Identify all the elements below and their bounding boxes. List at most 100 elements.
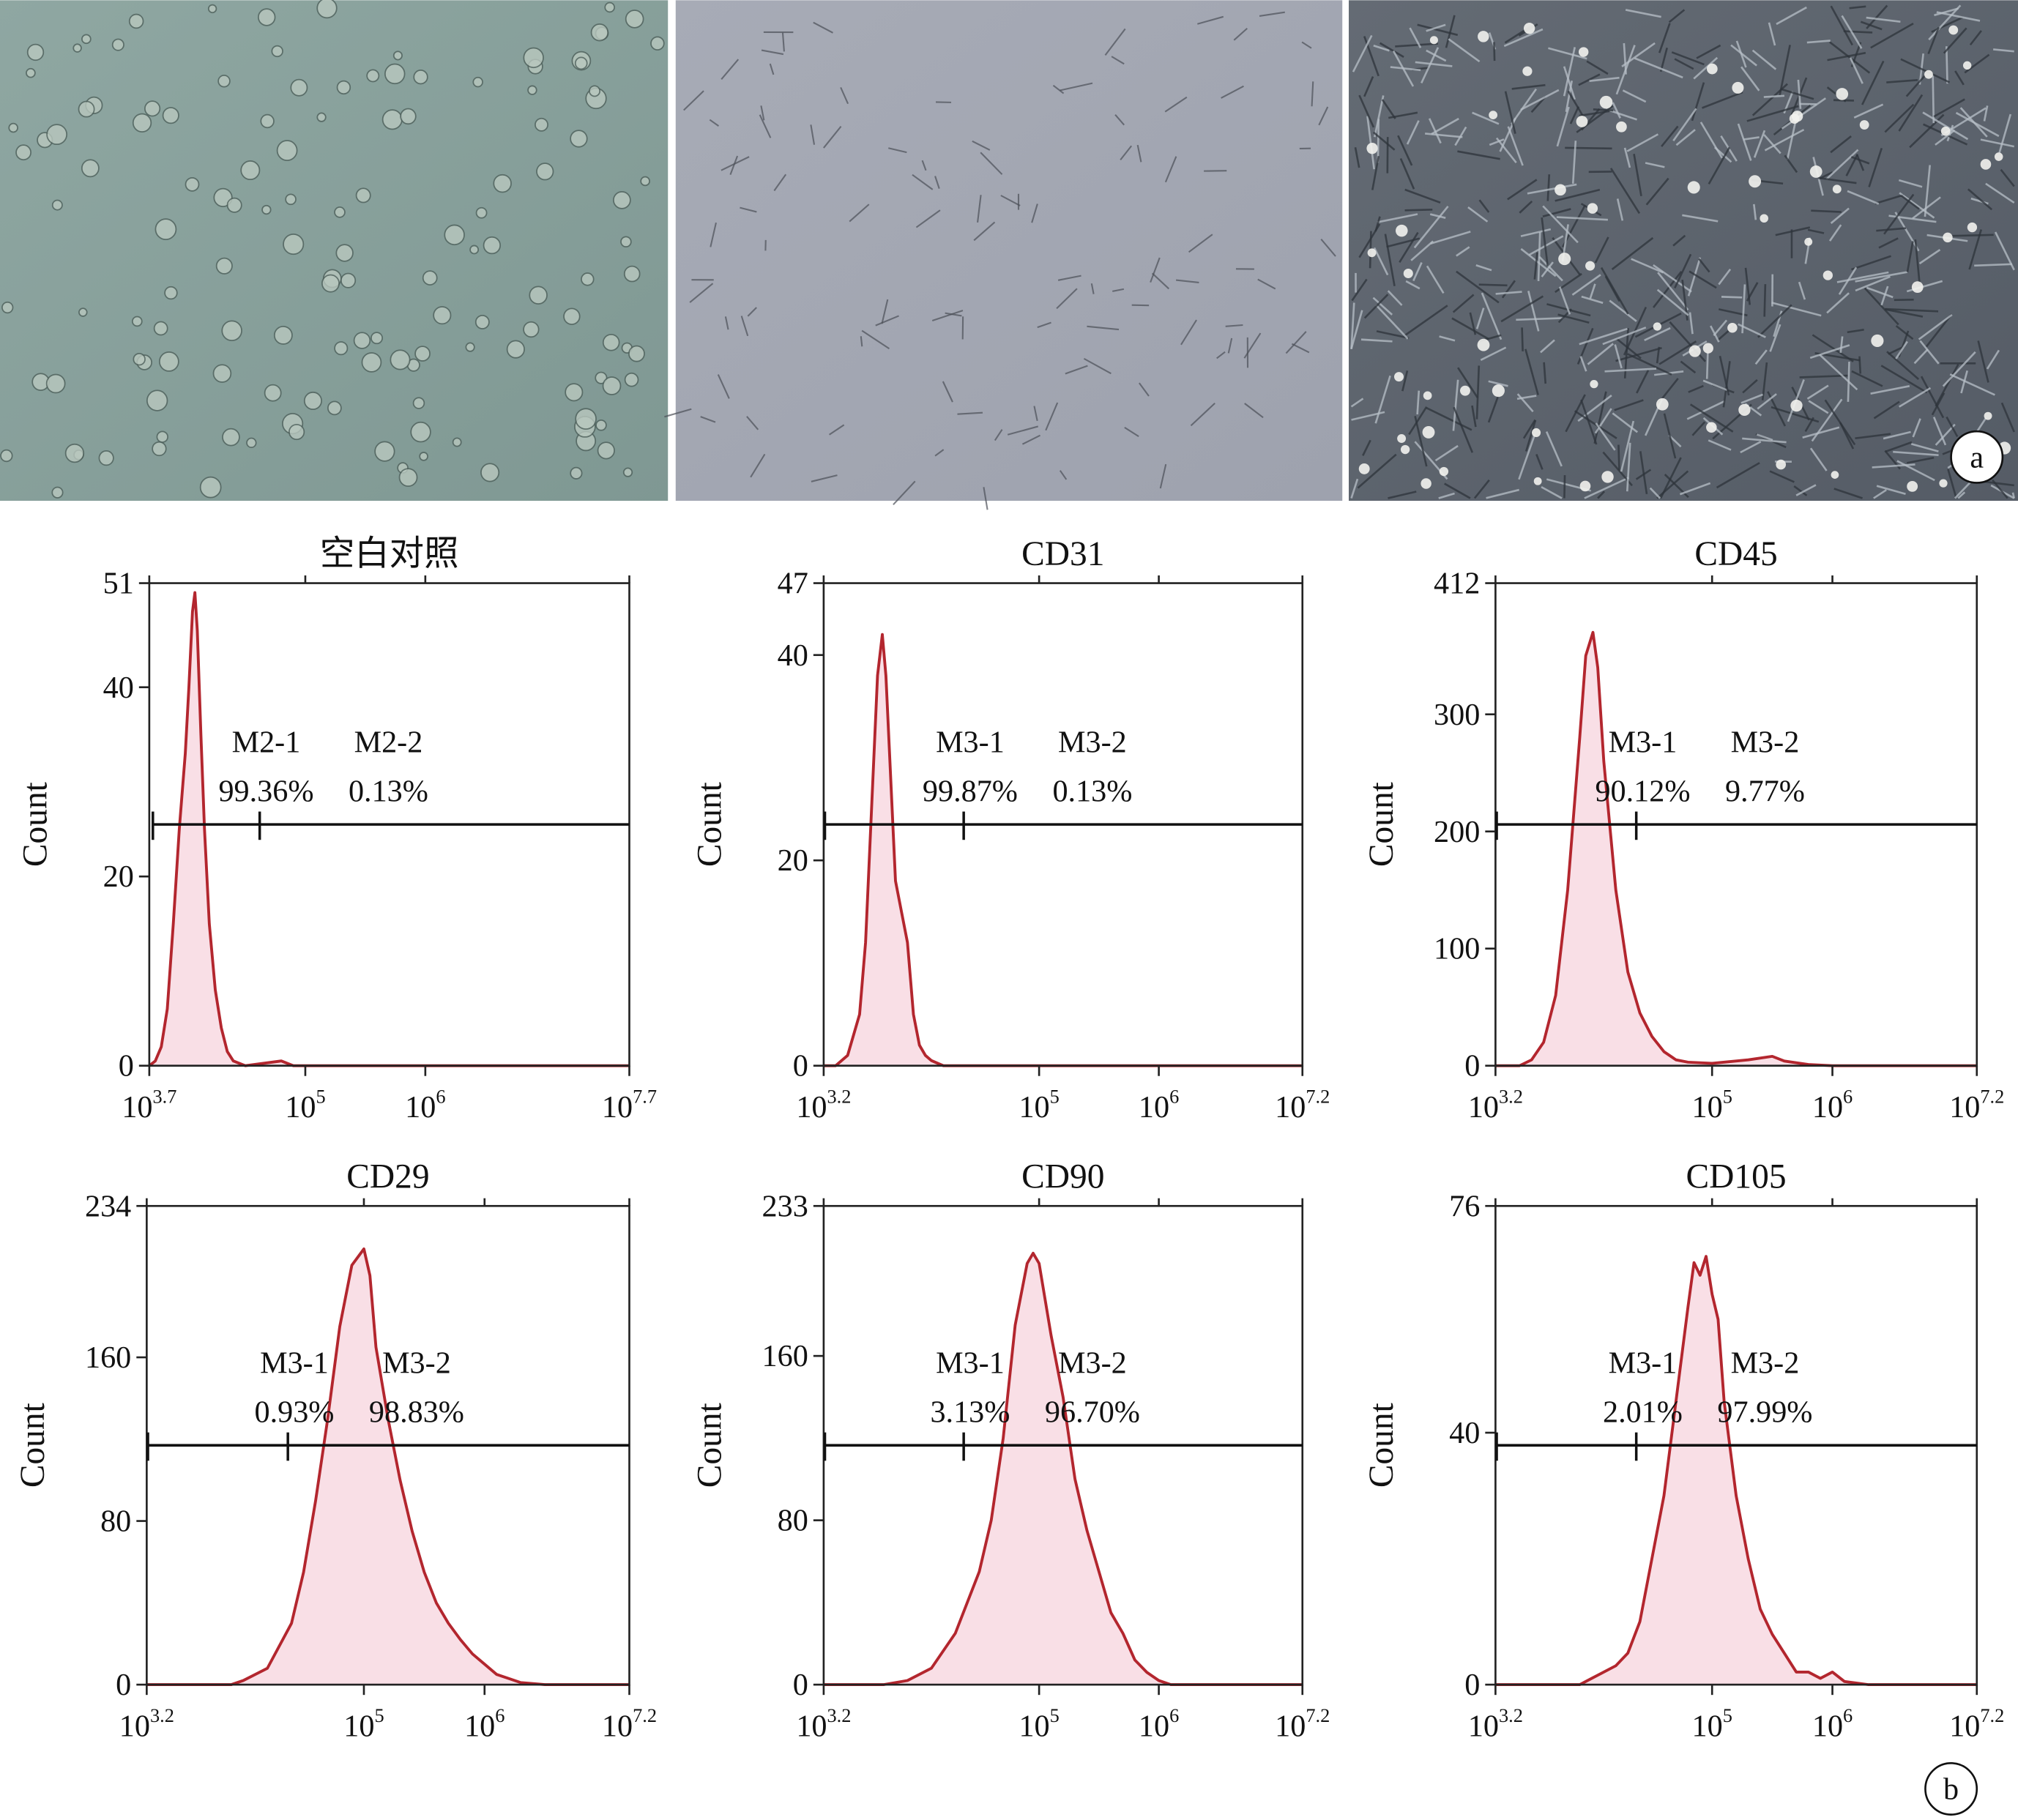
cell: [1668, 9, 1686, 23]
cell: [51, 486, 64, 499]
cell: [413, 70, 428, 85]
y-axis-label: Count: [16, 782, 54, 867]
cell: [1855, 275, 1891, 292]
cell: [336, 80, 351, 95]
cell: [1691, 421, 1706, 436]
cell: [1422, 426, 1435, 439]
cell: [589, 85, 601, 97]
cell: [1779, 45, 1791, 96]
x-tick-label: 103.2: [1468, 1086, 1523, 1125]
cell: [1866, 16, 1901, 23]
cell: [1363, 76, 1374, 97]
cell: [1827, 51, 1866, 61]
cell: [773, 174, 787, 192]
cell: [1413, 205, 1449, 249]
cell: [915, 209, 941, 228]
cell: [1523, 22, 1535, 34]
cell: [1885, 307, 1939, 313]
x-tick-exponent: 3.2: [827, 1086, 852, 1108]
cell: [1403, 305, 1448, 337]
cell: [1477, 338, 1490, 351]
cell: [1492, 384, 1505, 398]
cell: [840, 86, 849, 105]
y-axis-label: Count: [1363, 1403, 1401, 1488]
cell: [1841, 15, 1863, 49]
cell: [1358, 94, 1375, 128]
histogram-line: [823, 633, 1303, 1067]
cell: [1898, 94, 1924, 132]
x-tick-label: 103.2: [119, 1705, 174, 1743]
cell: [1600, 266, 1629, 315]
cell: [1855, 433, 1891, 440]
cell: [957, 411, 983, 415]
cell: [536, 163, 554, 181]
x-tick-base: 10: [285, 1090, 316, 1125]
cell: [374, 441, 395, 462]
cell: [0, 449, 13, 463]
y-tick-label: 76: [1449, 1189, 1480, 1223]
cell: [246, 437, 257, 449]
x-tick-exponent: 6: [1169, 1086, 1179, 1108]
cell: [1893, 450, 1939, 457]
cell: [813, 21, 833, 34]
cell: [1906, 456, 1935, 464]
cell: [1795, 484, 1817, 496]
cell: [1503, 28, 1544, 48]
cell: [1761, 362, 1768, 400]
cell: [1894, 299, 1914, 302]
cell: [1320, 238, 1336, 257]
cell: [828, 424, 845, 436]
cell: [1457, 367, 1478, 398]
cell: [1910, 443, 1939, 452]
cell: [729, 155, 739, 176]
cell: [1776, 6, 1807, 26]
cell: [1781, 88, 1814, 100]
cell: [1429, 213, 1446, 219]
cell: [1656, 470, 1689, 499]
cell: [1388, 491, 1417, 499]
cell: [1087, 325, 1120, 331]
cell: [1563, 47, 1576, 97]
cell: [1543, 362, 1547, 384]
cell: [1760, 214, 1768, 223]
cell: [1472, 111, 1500, 125]
cell: [1836, 271, 1889, 283]
cell: [1138, 382, 1150, 397]
cell: [1623, 147, 1631, 168]
cell: [212, 364, 232, 383]
cell: [1699, 122, 1723, 159]
cell: [1855, 271, 1908, 283]
x-tick-label: 106: [1139, 1705, 1179, 1743]
cell: [529, 286, 548, 305]
cell: [1216, 351, 1226, 359]
cell: [1501, 280, 1516, 299]
cell: [1451, 317, 1489, 340]
x-tick-exponent: 3.2: [1499, 1705, 1523, 1726]
y-tick-label: 40: [778, 638, 808, 673]
cell: [527, 85, 537, 95]
cell: [199, 476, 222, 499]
cell: [1532, 428, 1541, 438]
cell: [321, 274, 340, 293]
x-tick-label: 107.2: [1275, 1086, 1330, 1125]
x-tick-exponent: 6: [1169, 1705, 1179, 1726]
cell: [1416, 390, 1421, 415]
cell: [747, 307, 757, 317]
gate-percent: 99.36%: [218, 774, 313, 808]
cell: [1960, 370, 1968, 394]
cell: [1373, 247, 1389, 276]
cell: [1661, 125, 1679, 147]
cell: [1831, 471, 1839, 480]
cell: [1868, 147, 1883, 187]
x-tick-label: 106: [1139, 1086, 1179, 1125]
cell: [1456, 270, 1500, 304]
cell: [273, 325, 293, 345]
cell: [1611, 236, 1654, 270]
cell: [164, 286, 178, 300]
y-tick-label: 0: [1464, 1668, 1480, 1702]
x-tick-label: 106: [405, 1086, 445, 1125]
cell: [1609, 168, 1641, 215]
x-tick-exponent: 5: [1050, 1086, 1060, 1108]
